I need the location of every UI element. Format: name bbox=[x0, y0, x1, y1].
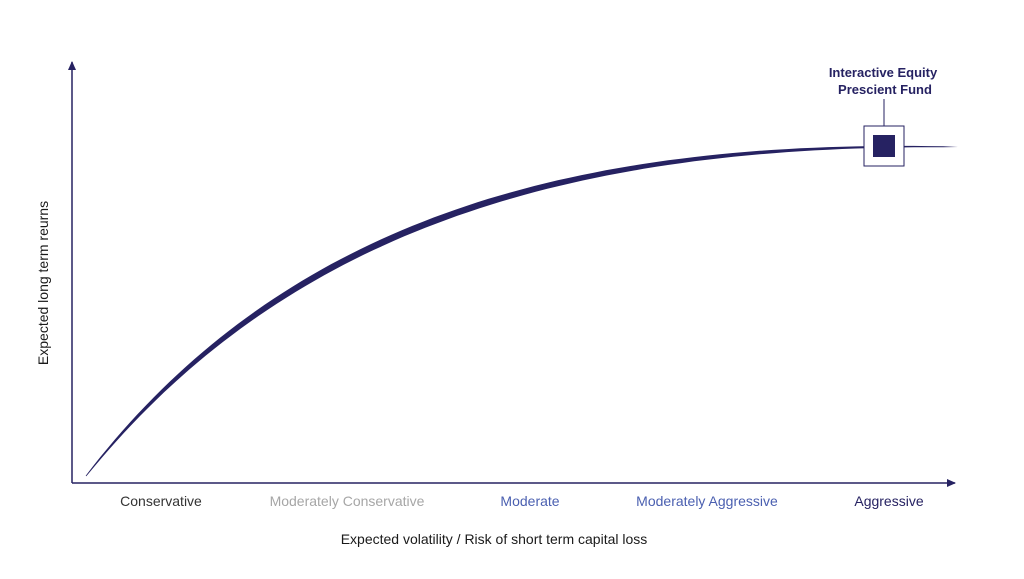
x-tick-label: Aggressive bbox=[854, 493, 923, 509]
fund-marker bbox=[873, 135, 895, 157]
x-axis-label: Expected volatility / Risk of short term… bbox=[341, 531, 648, 547]
x-tick-label: Moderately Conservative bbox=[270, 493, 425, 509]
y-axis-label: Expected long term reurns bbox=[35, 201, 51, 365]
callout-line-2: Prescient Fund bbox=[838, 82, 932, 97]
x-tick-label: Moderately Aggressive bbox=[636, 493, 778, 509]
risk-return-curve bbox=[85, 145, 958, 477]
callout-line-1: Interactive Equity bbox=[829, 65, 938, 80]
x-tick-label: Moderate bbox=[500, 493, 559, 509]
x-tick-label: Conservative bbox=[120, 493, 202, 509]
fund-callout: Interactive Equity Prescient Fund bbox=[829, 65, 938, 167]
x-tick-labels: Conservative Moderately Conservative Moder… bbox=[120, 493, 924, 509]
